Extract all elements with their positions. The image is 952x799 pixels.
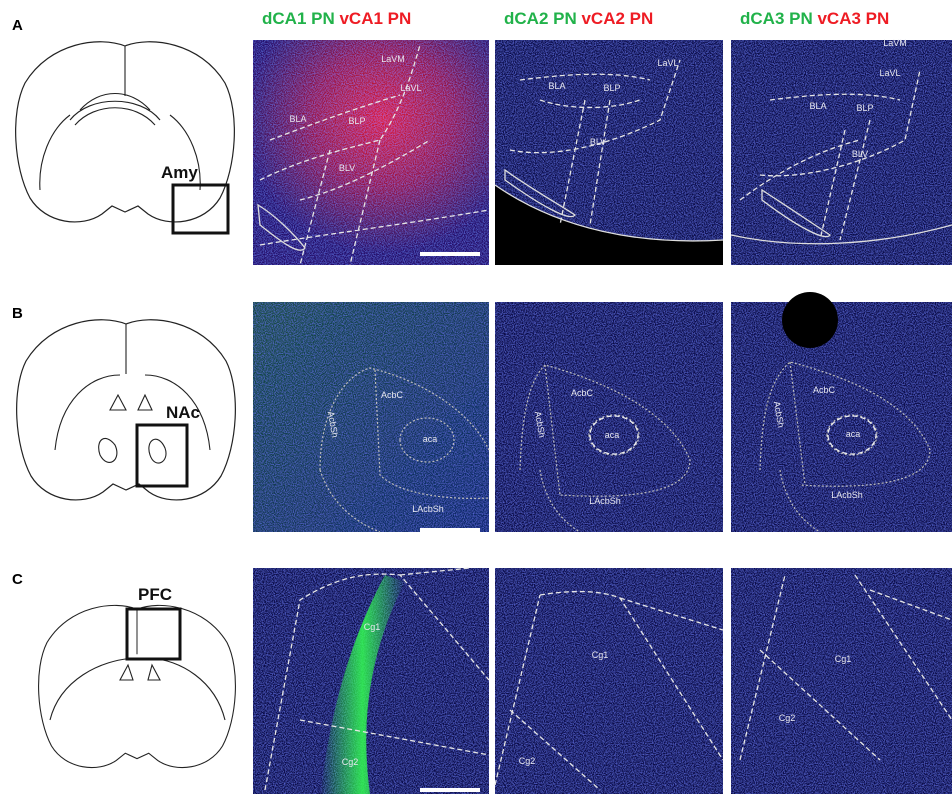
- figure: A B C Amy NAc PFC: [0, 0, 952, 794]
- region-label: Cg1: [592, 650, 609, 660]
- region-label: LAcbSh: [831, 490, 863, 500]
- region-label: BLA: [809, 101, 826, 111]
- red-signal: [253, 40, 489, 265]
- region-label: Cg1: [835, 654, 852, 664]
- schematic: PFC: [39, 585, 236, 768]
- panel-label: B: [12, 305, 23, 322]
- micrograph: [253, 568, 489, 794]
- region-label: BLP: [856, 103, 873, 113]
- region-label: BLP: [603, 83, 620, 93]
- region-label: BLA: [289, 114, 306, 124]
- panel-label: A: [12, 17, 23, 34]
- micrograph: [253, 302, 489, 532]
- region-label: LaVM: [883, 38, 907, 48]
- schematic: Amy: [16, 42, 235, 233]
- region-label: LAcbSh: [589, 496, 621, 506]
- header-green: dCA2 PN: [504, 9, 577, 28]
- region-label: LaVL: [400, 83, 421, 93]
- region-label: LAcbSh: [412, 504, 444, 514]
- region-label: aca: [423, 434, 438, 444]
- region-name: Amy: [161, 163, 198, 182]
- schematic: NAc: [17, 320, 236, 500]
- region-label: BLV: [590, 137, 606, 147]
- column-header: dCA3 PN vCA3 PN: [740, 9, 889, 28]
- column-header: dCA1 PN vCA1 PN: [262, 9, 411, 28]
- region-label: Cg2: [519, 756, 536, 766]
- region-label: AcbC: [381, 390, 404, 400]
- header-red: vCA1 PN: [339, 9, 411, 28]
- region-label: BLV: [339, 163, 355, 173]
- header-green: dCA1 PN: [262, 9, 335, 28]
- region-label: AcbC: [813, 385, 836, 395]
- header-red: vCA2 PN: [581, 9, 653, 28]
- dark-vessel: [782, 292, 838, 348]
- region-label: Cg2: [779, 713, 796, 723]
- region-label: aca: [605, 430, 620, 440]
- header-red: vCA3 PN: [817, 9, 889, 28]
- panel-label: C: [12, 571, 23, 588]
- page: {"columns":[{"green":"dCA1 PN","red":"vC…: [0, 0, 952, 794]
- green-wash: [253, 302, 489, 532]
- region-label: BLV: [852, 149, 868, 159]
- region-label: Cg2: [342, 757, 359, 767]
- region-label: LaVL: [879, 68, 900, 78]
- micrograph: [731, 568, 952, 794]
- region-name: NAc: [166, 403, 200, 422]
- micrograph: [253, 40, 489, 265]
- region-label: LaVM: [381, 54, 405, 64]
- region-name: PFC: [138, 585, 172, 604]
- region-label: BLP: [348, 116, 365, 126]
- image-bg: [731, 568, 952, 794]
- header-green: dCA3 PN: [740, 9, 813, 28]
- region-label: Cg1: [364, 622, 381, 632]
- column-header: dCA2 PN vCA2 PN: [504, 9, 653, 28]
- region-label: BLA: [548, 81, 565, 91]
- region-label: LaVL: [657, 58, 678, 68]
- region-label: AcbC: [571, 388, 594, 398]
- region-label: aca: [846, 429, 861, 439]
